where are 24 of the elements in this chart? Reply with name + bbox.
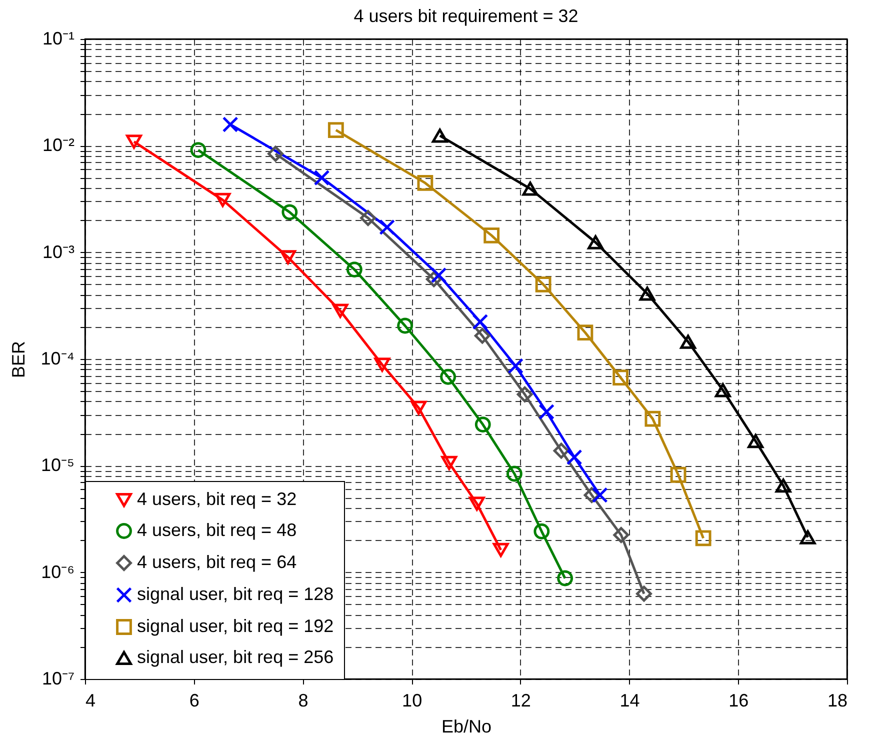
- legend-label: signal user, bit req = 128: [137, 584, 334, 604]
- x-tick-label: 4: [86, 690, 96, 710]
- y-tick-label: 10⁻³: [42, 242, 75, 262]
- y-tick-label: 10⁻¹: [42, 28, 75, 48]
- chart-title: 4 users bit requirement = 32: [354, 6, 578, 26]
- legend-label: 4 users, bit req = 64: [137, 552, 297, 572]
- x-tick-label: 8: [298, 690, 308, 710]
- y-tick-label: 10⁻⁵: [41, 455, 74, 476]
- x-tick-label: 12: [510, 690, 531, 710]
- legend-label: 4 users, bit req = 32: [137, 489, 297, 509]
- x-axis-title: Eb/No: [441, 716, 492, 736]
- x-tick-label: 14: [620, 690, 640, 710]
- legend-label: signal user, bit req = 192: [137, 616, 334, 636]
- y-tick-label: 10⁻⁴: [40, 348, 74, 368]
- x-tick-label: 6: [189, 690, 200, 710]
- y-tick-label: 10⁻⁶: [41, 562, 74, 582]
- x-tick-label: 16: [728, 690, 749, 710]
- y-tick-label: 10⁻²: [42, 135, 75, 156]
- legend-label: signal user, bit req = 256: [137, 647, 334, 667]
- x-tick-label: 10: [402, 690, 422, 710]
- y-axis-title: BER: [8, 340, 29, 378]
- y-tick-label: 10⁻⁷: [42, 668, 74, 688]
- x-tick-label: 18: [827, 690, 848, 710]
- legend-label: 4 users, bit req = 48: [137, 520, 297, 540]
